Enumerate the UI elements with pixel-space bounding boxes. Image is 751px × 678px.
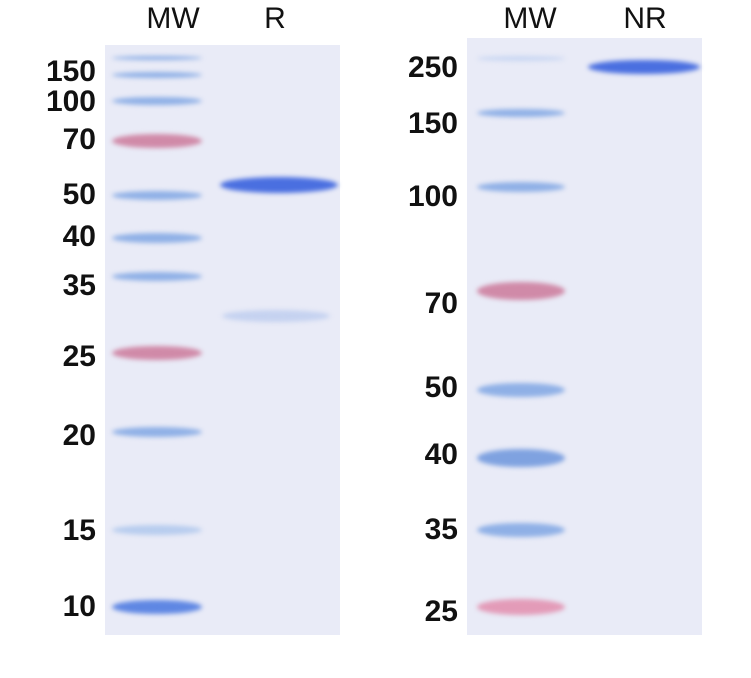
gel-right xyxy=(467,38,702,635)
ladder-band-left xyxy=(112,56,202,60)
ladder-band-left xyxy=(112,427,202,437)
mw-label-150: 150 xyxy=(45,55,96,88)
protein-band-reduced-main xyxy=(220,177,338,193)
ladder-band-right xyxy=(477,109,565,117)
lane-label-r: R xyxy=(264,2,286,35)
mw-label-250: 250 xyxy=(407,51,458,84)
ladder-band-left xyxy=(112,97,202,105)
lane-label-nr: NR xyxy=(623,2,667,35)
mw-label-100: 100 xyxy=(45,85,96,118)
mw-label-25: 25 xyxy=(424,595,458,628)
mw-label-100: 100 xyxy=(407,180,458,213)
mw-label-70: 70 xyxy=(424,287,458,320)
ladder-band-left xyxy=(112,346,202,360)
ladder-band-right xyxy=(477,523,565,537)
mw-label-70: 70 xyxy=(62,123,96,156)
ladder-band-left xyxy=(112,600,202,614)
ladder-band-right xyxy=(477,55,565,61)
protein-band-nonreduced xyxy=(588,60,700,74)
ladder-band-right xyxy=(477,449,565,467)
lane-label-mw-right: MW xyxy=(503,2,557,35)
ladder-band-left xyxy=(112,134,202,148)
mw-label-15: 15 xyxy=(62,514,96,547)
mw-label-10: 10 xyxy=(62,590,96,623)
mw-label-20: 20 xyxy=(62,419,96,452)
ladder-band-left xyxy=(112,233,202,243)
mw-label-50: 50 xyxy=(424,371,458,404)
mw-label-35: 35 xyxy=(62,269,96,302)
protein-band-reduced-light xyxy=(222,310,330,322)
lane-label-mw-left: MW xyxy=(146,2,200,35)
mw-label-50: 50 xyxy=(62,178,96,211)
ladder-band-left xyxy=(112,271,202,281)
mw-label-40: 40 xyxy=(424,438,458,471)
ladder-band-left xyxy=(112,72,202,78)
ladder-band-left xyxy=(112,190,202,200)
mw-label-40: 40 xyxy=(62,220,96,253)
ladder-band-right xyxy=(477,383,565,397)
mw-label-35: 35 xyxy=(424,513,458,546)
mw-label-25: 25 xyxy=(62,340,96,373)
mw-label-150: 150 xyxy=(407,107,458,140)
ladder-band-left xyxy=(112,525,202,535)
ladder-band-right xyxy=(477,182,565,192)
ladder-band-right xyxy=(477,282,565,300)
ladder-band-right xyxy=(477,599,565,615)
